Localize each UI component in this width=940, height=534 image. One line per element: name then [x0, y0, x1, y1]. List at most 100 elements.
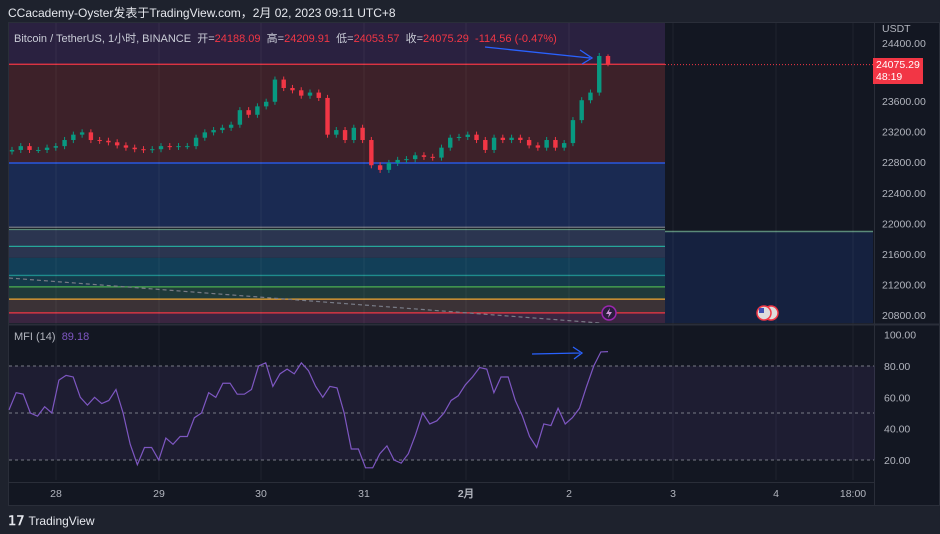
candle-body	[167, 146, 172, 148]
zone-band	[9, 257, 665, 276]
mfi-tick: 80.00	[884, 361, 910, 373]
time-tick: 18:00	[840, 488, 866, 500]
candle-body	[185, 146, 190, 148]
candle-body	[36, 149, 41, 151]
price-tick: 22000.00	[882, 218, 926, 230]
candle-body	[342, 130, 348, 141]
price-tick: 21200.00	[882, 280, 926, 292]
candle-body	[316, 92, 321, 98]
time-tick: 31	[358, 488, 370, 500]
candle-body	[18, 146, 23, 150]
candle-body	[158, 146, 164, 150]
candle-body	[439, 147, 444, 158]
candle-body	[421, 155, 427, 157]
candle-body	[597, 56, 602, 93]
tv-logo-icon: 𝟣𝟩	[8, 513, 25, 528]
candle-body	[193, 137, 199, 147]
candle-body	[237, 110, 243, 125]
price-tick: 22400.00	[882, 188, 926, 200]
candle-body	[579, 100, 584, 121]
candle-body	[141, 149, 146, 151]
candle-body	[211, 130, 216, 133]
candle-body	[456, 136, 462, 138]
candle-body	[27, 146, 32, 150]
candle-body	[360, 127, 365, 141]
open-value: 24188.09	[214, 33, 261, 45]
candle-body	[272, 79, 278, 102]
candle-body	[351, 127, 357, 141]
low-value: 24053.57	[353, 33, 400, 45]
candle-body	[150, 149, 155, 151]
candle-body	[114, 142, 120, 146]
tradingview-logo[interactable]: 𝟣𝟩 TradingView	[8, 513, 95, 529]
trend-line	[9, 277, 601, 323]
candle-body	[377, 165, 383, 170]
currency-label[interactable]: USDT	[882, 23, 911, 35]
low-label: 低=	[336, 33, 354, 45]
candle-body	[106, 140, 111, 143]
symbol-name: Bitcoin / TetherUS, 1小时, BINANCE	[14, 33, 192, 45]
mfi-tick: 20.00	[884, 455, 910, 467]
candle-body	[553, 140, 558, 148]
bar-countdown: 48:19	[876, 71, 903, 83]
candle-body	[535, 145, 541, 148]
candle-body	[483, 140, 488, 150]
candle-body	[255, 106, 260, 115]
candle-body	[561, 143, 567, 148]
mfi-value: 89.18	[61, 331, 90, 343]
candle-body	[228, 124, 234, 128]
candle-body	[79, 132, 85, 135]
price-tick: 23200.00	[882, 127, 926, 139]
candle-body	[500, 137, 506, 141]
candle-body	[281, 79, 286, 88]
mfi-tick: 60.00	[884, 392, 910, 404]
candle-body	[299, 90, 304, 96]
candle-body	[395, 159, 400, 163]
time-tick: 2	[566, 488, 572, 500]
candle-body	[246, 110, 251, 115]
candle-body	[588, 92, 593, 101]
zone-band	[9, 162, 665, 228]
candle-body	[412, 155, 418, 160]
candle-body	[334, 130, 339, 135]
candle-body	[465, 134, 470, 137]
brand-name: TradingView	[28, 514, 95, 528]
candle-body	[605, 56, 611, 65]
time-tick: 2月	[458, 488, 474, 500]
candle-body	[132, 147, 137, 150]
arrow-annotation	[484, 46, 594, 65]
change-value: -114.56 (-0.47%)	[475, 33, 557, 45]
price-tick: 23600.00	[882, 96, 926, 108]
candle-body	[526, 140, 532, 146]
zone-band	[9, 299, 665, 313]
candle-body	[570, 120, 576, 144]
mfi-legend[interactable]: MFI (14) 89.18	[14, 331, 89, 343]
candle-body	[369, 140, 374, 166]
high-label: 高=	[266, 33, 285, 45]
candle-body	[509, 137, 514, 141]
candle-body	[474, 134, 479, 141]
symbol-legend[interactable]: Bitcoin / TetherUS, 1小时, BINANCE 开=24188…	[14, 30, 557, 46]
price-pane	[9, 23, 665, 323]
arrow-annotation	[531, 346, 584, 360]
zone-band	[9, 312, 665, 323]
mfi-tick: 100.00	[884, 330, 916, 342]
candle-body	[430, 156, 435, 158]
price-tick: 20800.00	[882, 310, 926, 322]
time-tick: 3	[670, 488, 676, 500]
candle-body	[9, 149, 15, 152]
price-tick: 22800.00	[882, 157, 926, 169]
mfi-line	[8, 351, 609, 469]
mfi-tick: 40.00	[884, 424, 910, 436]
candle-body	[88, 132, 94, 141]
candle-body	[123, 145, 129, 148]
zone-band	[9, 286, 665, 300]
close-value: 24075.29	[423, 33, 469, 45]
last-price: 24075.29	[876, 59, 920, 71]
candle-body	[386, 162, 392, 170]
candle-body	[97, 140, 102, 142]
candle-body	[325, 97, 330, 135]
price-tick: 21600.00	[882, 249, 926, 261]
candle-body	[518, 137, 523, 141]
